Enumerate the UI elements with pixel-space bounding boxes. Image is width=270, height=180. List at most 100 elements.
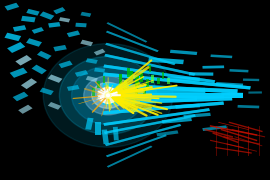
FancyBboxPatch shape <box>103 93 243 98</box>
Ellipse shape <box>107 94 109 97</box>
FancyBboxPatch shape <box>127 68 130 76</box>
FancyBboxPatch shape <box>48 22 60 28</box>
FancyBboxPatch shape <box>103 65 215 83</box>
FancyBboxPatch shape <box>21 16 36 22</box>
FancyBboxPatch shape <box>103 102 224 114</box>
FancyBboxPatch shape <box>32 65 47 74</box>
FancyBboxPatch shape <box>105 124 181 146</box>
FancyBboxPatch shape <box>40 87 54 95</box>
FancyBboxPatch shape <box>94 122 101 135</box>
FancyBboxPatch shape <box>103 97 232 105</box>
Ellipse shape <box>98 87 118 104</box>
Ellipse shape <box>59 57 157 134</box>
Ellipse shape <box>92 82 124 108</box>
FancyBboxPatch shape <box>103 102 224 114</box>
FancyBboxPatch shape <box>143 89 146 95</box>
FancyBboxPatch shape <box>202 66 224 69</box>
FancyBboxPatch shape <box>103 108 210 126</box>
FancyBboxPatch shape <box>21 78 37 89</box>
FancyBboxPatch shape <box>59 17 70 22</box>
FancyBboxPatch shape <box>132 99 135 106</box>
FancyBboxPatch shape <box>103 65 215 83</box>
FancyBboxPatch shape <box>107 146 152 168</box>
FancyBboxPatch shape <box>156 130 178 136</box>
FancyBboxPatch shape <box>135 76 139 86</box>
Ellipse shape <box>72 66 144 125</box>
FancyBboxPatch shape <box>107 22 147 43</box>
FancyBboxPatch shape <box>189 72 213 76</box>
FancyBboxPatch shape <box>53 45 67 51</box>
FancyBboxPatch shape <box>148 57 184 64</box>
FancyBboxPatch shape <box>103 93 243 98</box>
FancyBboxPatch shape <box>105 43 176 65</box>
FancyBboxPatch shape <box>119 97 122 105</box>
FancyBboxPatch shape <box>202 125 227 131</box>
FancyBboxPatch shape <box>119 74 122 84</box>
Ellipse shape <box>100 87 116 104</box>
FancyBboxPatch shape <box>103 73 251 89</box>
FancyBboxPatch shape <box>157 78 160 84</box>
FancyBboxPatch shape <box>53 7 66 14</box>
FancyBboxPatch shape <box>94 49 106 55</box>
FancyBboxPatch shape <box>5 3 19 11</box>
FancyBboxPatch shape <box>124 80 127 89</box>
FancyBboxPatch shape <box>116 86 119 94</box>
FancyBboxPatch shape <box>103 88 205 96</box>
FancyBboxPatch shape <box>48 102 61 110</box>
FancyBboxPatch shape <box>243 78 259 81</box>
FancyBboxPatch shape <box>230 69 248 72</box>
FancyBboxPatch shape <box>94 68 105 73</box>
FancyBboxPatch shape <box>107 146 152 168</box>
FancyBboxPatch shape <box>103 88 205 96</box>
FancyBboxPatch shape <box>26 38 42 47</box>
FancyBboxPatch shape <box>75 23 87 27</box>
FancyBboxPatch shape <box>105 124 181 146</box>
FancyBboxPatch shape <box>106 134 167 157</box>
FancyBboxPatch shape <box>67 85 79 91</box>
Ellipse shape <box>43 44 173 147</box>
FancyBboxPatch shape <box>67 30 80 37</box>
FancyBboxPatch shape <box>122 90 124 98</box>
FancyBboxPatch shape <box>13 25 26 32</box>
FancyBboxPatch shape <box>113 127 119 140</box>
FancyBboxPatch shape <box>103 94 197 101</box>
FancyBboxPatch shape <box>216 82 243 87</box>
FancyBboxPatch shape <box>40 12 54 20</box>
FancyBboxPatch shape <box>175 104 200 109</box>
FancyBboxPatch shape <box>194 95 224 100</box>
FancyBboxPatch shape <box>26 9 40 16</box>
FancyBboxPatch shape <box>183 113 211 118</box>
FancyBboxPatch shape <box>5 33 21 41</box>
FancyBboxPatch shape <box>75 70 88 77</box>
FancyBboxPatch shape <box>37 51 52 60</box>
FancyBboxPatch shape <box>86 58 98 64</box>
FancyBboxPatch shape <box>48 75 62 83</box>
FancyBboxPatch shape <box>103 97 232 105</box>
FancyBboxPatch shape <box>103 108 210 126</box>
FancyBboxPatch shape <box>248 91 262 94</box>
FancyBboxPatch shape <box>148 65 151 72</box>
FancyBboxPatch shape <box>221 92 243 96</box>
Ellipse shape <box>84 76 132 115</box>
FancyBboxPatch shape <box>106 31 159 52</box>
FancyBboxPatch shape <box>162 117 192 124</box>
FancyBboxPatch shape <box>104 54 195 76</box>
FancyBboxPatch shape <box>162 73 164 79</box>
FancyBboxPatch shape <box>167 78 170 84</box>
FancyBboxPatch shape <box>103 83 238 93</box>
FancyBboxPatch shape <box>80 40 93 46</box>
FancyBboxPatch shape <box>104 114 196 134</box>
FancyBboxPatch shape <box>146 79 149 87</box>
FancyBboxPatch shape <box>86 76 98 82</box>
FancyBboxPatch shape <box>107 22 147 43</box>
FancyBboxPatch shape <box>211 55 232 58</box>
FancyBboxPatch shape <box>106 31 159 52</box>
FancyBboxPatch shape <box>85 118 93 130</box>
FancyBboxPatch shape <box>140 73 143 82</box>
FancyBboxPatch shape <box>130 71 133 80</box>
FancyBboxPatch shape <box>103 83 238 93</box>
FancyBboxPatch shape <box>10 68 28 78</box>
FancyBboxPatch shape <box>32 27 44 34</box>
FancyBboxPatch shape <box>103 73 251 89</box>
FancyBboxPatch shape <box>104 54 195 76</box>
